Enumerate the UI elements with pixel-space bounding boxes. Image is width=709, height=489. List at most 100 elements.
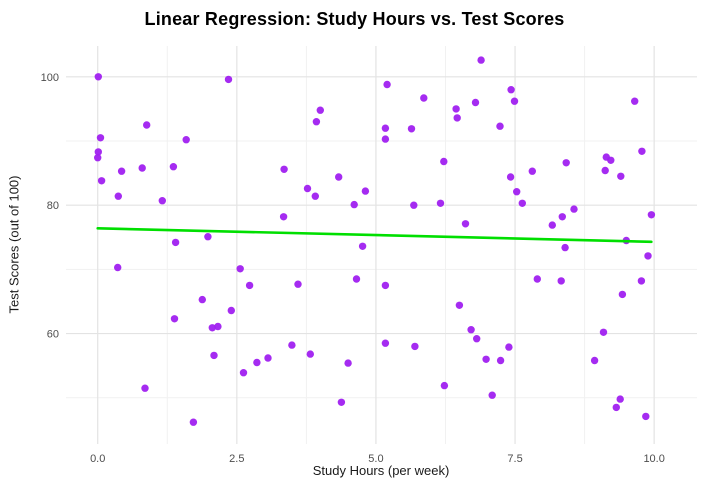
data-point — [510, 97, 519, 105]
data-point — [436, 199, 445, 207]
data-point — [637, 277, 646, 285]
x-tick-label: 5.0 — [368, 453, 383, 465]
data-point — [570, 205, 578, 213]
data-point — [117, 167, 126, 175]
x-axis-title: Study Hours (per week) — [312, 463, 450, 478]
y-axis-title: Test Scores (out of 100) — [6, 175, 22, 314]
data-point — [381, 281, 390, 290]
y-tick-label: 100 — [41, 72, 59, 84]
data-point — [158, 197, 166, 205]
data-point — [169, 163, 178, 171]
data-point — [210, 351, 218, 360]
data-point — [616, 395, 624, 403]
data-point — [294, 280, 302, 288]
data-point — [381, 124, 390, 132]
data-point — [644, 252, 652, 260]
data-point — [562, 159, 570, 167]
data-point — [143, 121, 151, 129]
data-point — [303, 184, 312, 193]
data-point — [533, 275, 541, 283]
data-point — [642, 412, 650, 421]
data-point — [599, 328, 608, 336]
data-point — [461, 220, 470, 228]
data-point — [513, 188, 521, 196]
x-tick-label: 2.5 — [229, 453, 244, 465]
data-point — [214, 322, 222, 331]
data-point — [264, 354, 272, 362]
y-tick-label: 80 — [47, 200, 59, 212]
data-point — [496, 122, 504, 130]
data-point — [455, 301, 464, 309]
data-point — [607, 156, 615, 164]
data-point — [612, 403, 620, 412]
data-point — [505, 343, 513, 351]
data-point — [227, 306, 235, 315]
data-point — [245, 281, 254, 290]
data-point — [467, 326, 475, 334]
data-point — [94, 73, 103, 81]
data-point — [407, 125, 416, 133]
data-point — [590, 356, 599, 365]
data-point — [312, 118, 321, 126]
data-point — [350, 200, 358, 209]
data-point — [647, 211, 656, 219]
data-point — [280, 165, 288, 173]
data-point — [518, 199, 526, 207]
x-tick-label: 10.0 — [643, 453, 664, 465]
data-point — [335, 173, 343, 181]
data-point — [352, 275, 361, 283]
data-point — [561, 243, 569, 252]
y-tick-label: 60 — [47, 329, 59, 341]
data-point — [236, 265, 244, 273]
data-point — [208, 324, 216, 332]
data-point — [311, 192, 319, 200]
data-point — [361, 187, 370, 195]
data-point — [383, 80, 391, 89]
data-point — [471, 98, 480, 107]
data-point — [618, 290, 627, 299]
data-point — [548, 221, 556, 229]
data-point — [473, 335, 481, 343]
data-point — [204, 233, 212, 241]
x-tick-label: 7.5 — [507, 453, 522, 465]
data-point — [453, 114, 461, 122]
data-point — [141, 384, 149, 392]
data-point — [617, 172, 625, 180]
chart-title: Linear Regression: Study Hours vs. Test … — [144, 9, 565, 29]
regression-line — [96, 227, 653, 244]
data-point — [288, 341, 296, 349]
data-point — [557, 277, 565, 285]
data-point — [488, 391, 496, 399]
data-point — [279, 213, 288, 221]
data-point — [94, 148, 103, 156]
data-point — [601, 166, 609, 175]
data-point — [182, 136, 190, 144]
data-point — [337, 398, 346, 406]
data-point — [452, 105, 460, 113]
data-point — [306, 350, 314, 358]
data-point — [440, 381, 449, 390]
data-point — [94, 154, 102, 162]
data-point — [96, 134, 105, 142]
x-tick-label: 0.0 — [90, 453, 105, 465]
data-point — [224, 75, 233, 84]
data-point — [410, 201, 418, 209]
data-point — [381, 135, 390, 143]
data-point — [631, 97, 639, 105]
data-point — [528, 167, 536, 175]
data-point — [496, 356, 505, 365]
data-point — [316, 106, 324, 114]
data-point — [189, 418, 198, 426]
data-point — [171, 238, 180, 247]
data-point — [638, 147, 646, 155]
data-point — [138, 164, 146, 172]
data-point — [381, 339, 390, 347]
data-point — [198, 295, 206, 304]
data-point — [477, 56, 485, 64]
data-point — [420, 94, 428, 102]
data-point — [239, 369, 248, 377]
data-point — [97, 177, 106, 185]
data-point — [114, 263, 122, 272]
